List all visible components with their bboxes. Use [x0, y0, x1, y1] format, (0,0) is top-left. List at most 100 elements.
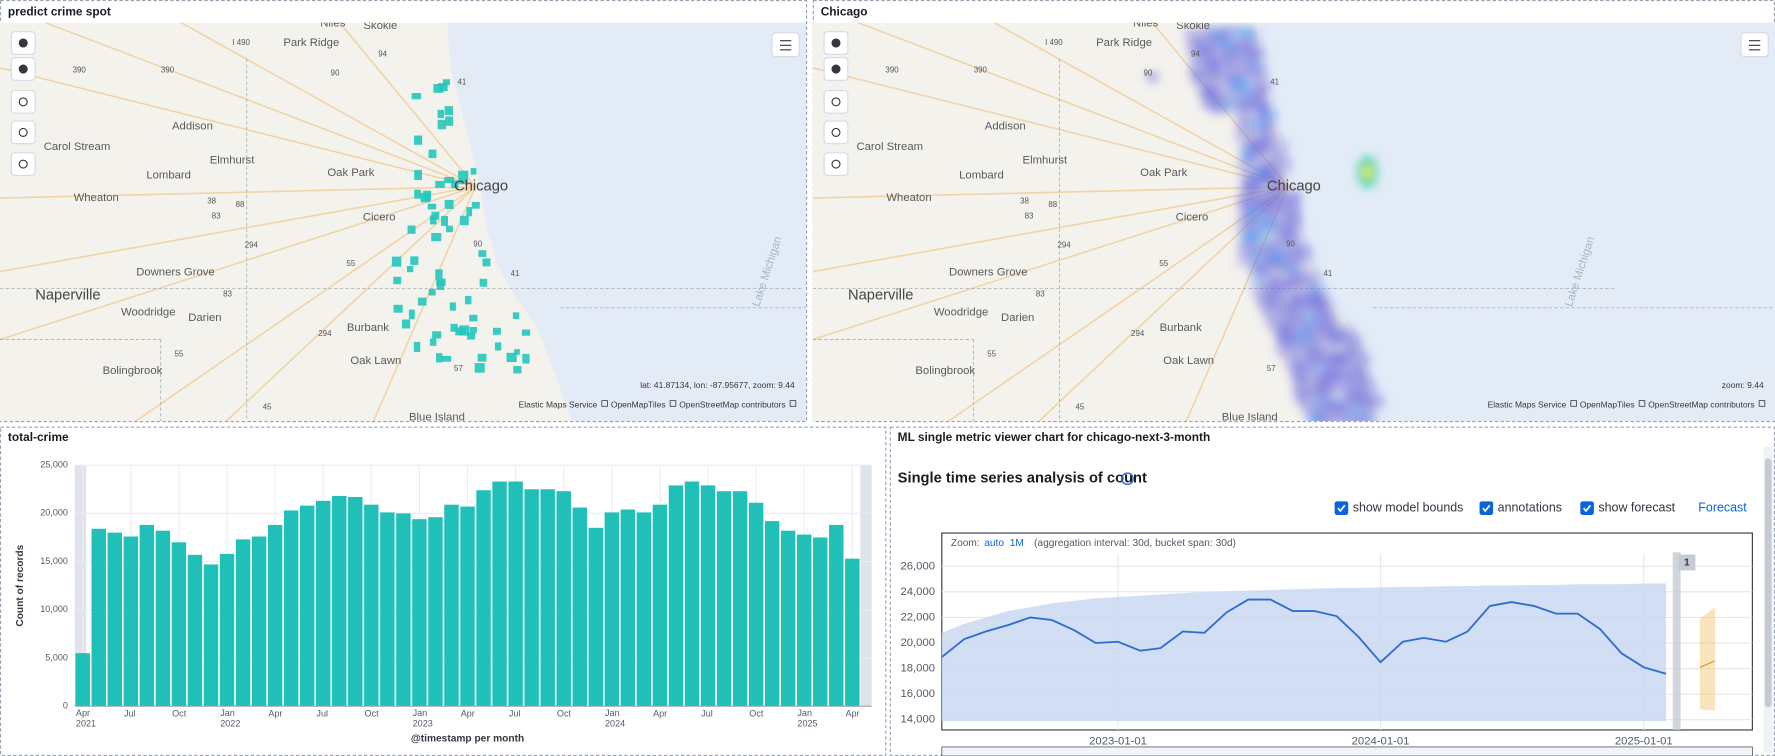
bar: [813, 537, 828, 707]
map-label: 90: [1143, 69, 1152, 78]
external-icon: [601, 400, 608, 407]
map-label: 55: [987, 349, 996, 358]
prediction-cell: [451, 180, 459, 189]
map-control-icon: [831, 159, 841, 169]
map-road: [812, 185, 1289, 273]
map-label: Niles: [1133, 18, 1158, 30]
prediction-cell: [444, 106, 454, 116]
checkbox-label[interactable]: show forecast: [1598, 500, 1675, 514]
prediction-cell: [401, 319, 411, 329]
bar: [380, 512, 395, 707]
attribution-link[interactable]: OpenMapTiles: [611, 399, 666, 409]
map-label: Woodridge: [934, 306, 988, 318]
map-label: Burbank: [347, 322, 389, 334]
y-tick-label: 5,000: [45, 652, 68, 662]
checkbox-label[interactable]: annotations: [1498, 500, 1562, 514]
zoom-option[interactable]: auto: [984, 538, 1004, 549]
panel-title: predict crime spot: [8, 5, 111, 19]
x-tick-label: 2024-01-01: [1352, 735, 1410, 747]
map-label: 57: [454, 364, 463, 373]
map-label: Naperville: [848, 287, 913, 303]
map-control-icon: [18, 127, 28, 137]
bar: [652, 504, 668, 707]
attribution-link[interactable]: OpenStreetMap contributors: [1648, 399, 1754, 409]
checkbox[interactable]: [1580, 501, 1594, 515]
heat-blob: [1219, 98, 1238, 114]
map-control-icon: [18, 159, 28, 169]
help-icon[interactable]: [1121, 472, 1134, 486]
attribution-link[interactable]: OpenMapTiles: [1580, 399, 1635, 409]
prediction-cell: [428, 288, 436, 296]
map-label: 390: [73, 65, 87, 74]
map[interactable]: Niles Skokie I 490 Park Ridge 94 390 390 90 41 Ad…: [812, 18, 1775, 431]
bar: [700, 485, 716, 707]
prediction-cell: [437, 109, 445, 119]
prediction-cell: [478, 250, 487, 257]
checkbox[interactable]: [1479, 501, 1494, 515]
map-control[interactable]: [10, 152, 36, 176]
map-label: 55: [174, 349, 183, 358]
map-label: Downers Grove: [949, 267, 1027, 279]
map-label: 88: [1048, 200, 1057, 209]
map-control[interactable]: [823, 89, 849, 114]
attribution-link[interactable]: OpenStreetMap contributors: [679, 399, 785, 409]
map-control[interactable]: [823, 152, 849, 176]
prediction-cell: [431, 211, 440, 220]
prediction-cell: [514, 349, 520, 355]
bar: [556, 491, 571, 707]
map-control-icon: [831, 97, 841, 107]
bar: [492, 481, 507, 707]
bar: [796, 534, 812, 707]
map-label: Naperville: [35, 287, 100, 303]
heat-blob: [1233, 105, 1253, 122]
scroll-thumb[interactable]: [1764, 458, 1772, 708]
x-tick-label: Oct: [557, 709, 572, 719]
map-control[interactable]: [823, 120, 849, 145]
prediction-cell: [474, 363, 485, 373]
bar: [829, 524, 844, 707]
heat-blob: [1284, 217, 1304, 234]
prediction-cell: [512, 312, 520, 319]
layer-icon: [1748, 40, 1761, 51]
attribution-link[interactable]: Elastic Maps Service: [519, 399, 598, 409]
prediction-cell: [414, 189, 421, 199]
map-control[interactable]: [10, 89, 36, 114]
layer-control[interactable]: [771, 32, 800, 58]
heat-blob: [1303, 268, 1322, 285]
heat-blob: [1326, 382, 1345, 399]
checkbox[interactable]: [1334, 501, 1349, 515]
map-control-icon: [18, 64, 28, 74]
map-label: Wheaton: [886, 192, 931, 204]
map-label: 45: [263, 403, 272, 412]
zoom-option[interactable]: 1M: [1010, 538, 1024, 549]
prediction-cell: [393, 276, 402, 285]
attribution-link[interactable]: Elastic Maps Service: [1488, 399, 1567, 409]
prediction-cell: [410, 256, 419, 265]
prediction-cell: [479, 278, 488, 287]
heat-blob: [1330, 329, 1349, 346]
checkbox-label[interactable]: show model bounds: [1353, 500, 1464, 514]
map-control[interactable]: [10, 120, 36, 145]
heat-blob: [1245, 177, 1264, 194]
map-label: 38: [207, 197, 216, 206]
prediction-cell: [446, 225, 453, 233]
forecast-line: [1699, 660, 1716, 668]
prediction-cell: [414, 135, 423, 145]
layer-control[interactable]: [1740, 32, 1769, 58]
forecast-button[interactable]: Forecast: [1698, 500, 1747, 514]
map[interactable]: Niles Skokie I 490 Park Ridge 94 390 390 90 41 Ad…: [0, 18, 806, 424]
y-tick-label: 18,000: [900, 663, 935, 675]
heat-blob: [1145, 71, 1160, 83]
prediction-cell: [494, 342, 502, 351]
y-tick-label: 15,000: [40, 556, 68, 566]
map-label: 41: [511, 269, 520, 278]
prediction-cell: [471, 201, 480, 209]
bar: [716, 491, 732, 707]
prediction-cell: [436, 280, 445, 290]
heat-blob: [1237, 156, 1256, 173]
heat-blob: [1256, 102, 1271, 115]
map-road: [225, 186, 476, 422]
bar: [732, 491, 748, 707]
bar: [171, 542, 187, 707]
